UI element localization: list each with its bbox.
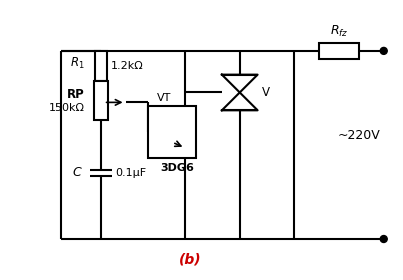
Text: VT: VT [157, 93, 171, 103]
Bar [94, 81, 108, 120]
Text: 1.2kΩ: 1.2kΩ [111, 61, 143, 71]
Text: $C$: $C$ [72, 166, 83, 179]
Text: $R_1$: $R_1$ [70, 56, 85, 71]
Text: RP: RP [67, 88, 85, 101]
Bar [95, 51, 107, 81]
Text: 150kΩ: 150kΩ [49, 103, 85, 113]
Text: ~220V: ~220V [338, 129, 380, 142]
Text: V: V [262, 86, 270, 99]
Bar [148, 106, 196, 158]
Text: 0.1μF: 0.1μF [116, 168, 147, 178]
Circle shape [380, 47, 387, 54]
Circle shape [380, 235, 387, 242]
Bar [319, 43, 359, 59]
Text: 3DG6: 3DG6 [160, 163, 194, 173]
Text: (b): (b) [179, 253, 202, 267]
Text: $R_{fz}$: $R_{fz}$ [330, 24, 348, 39]
